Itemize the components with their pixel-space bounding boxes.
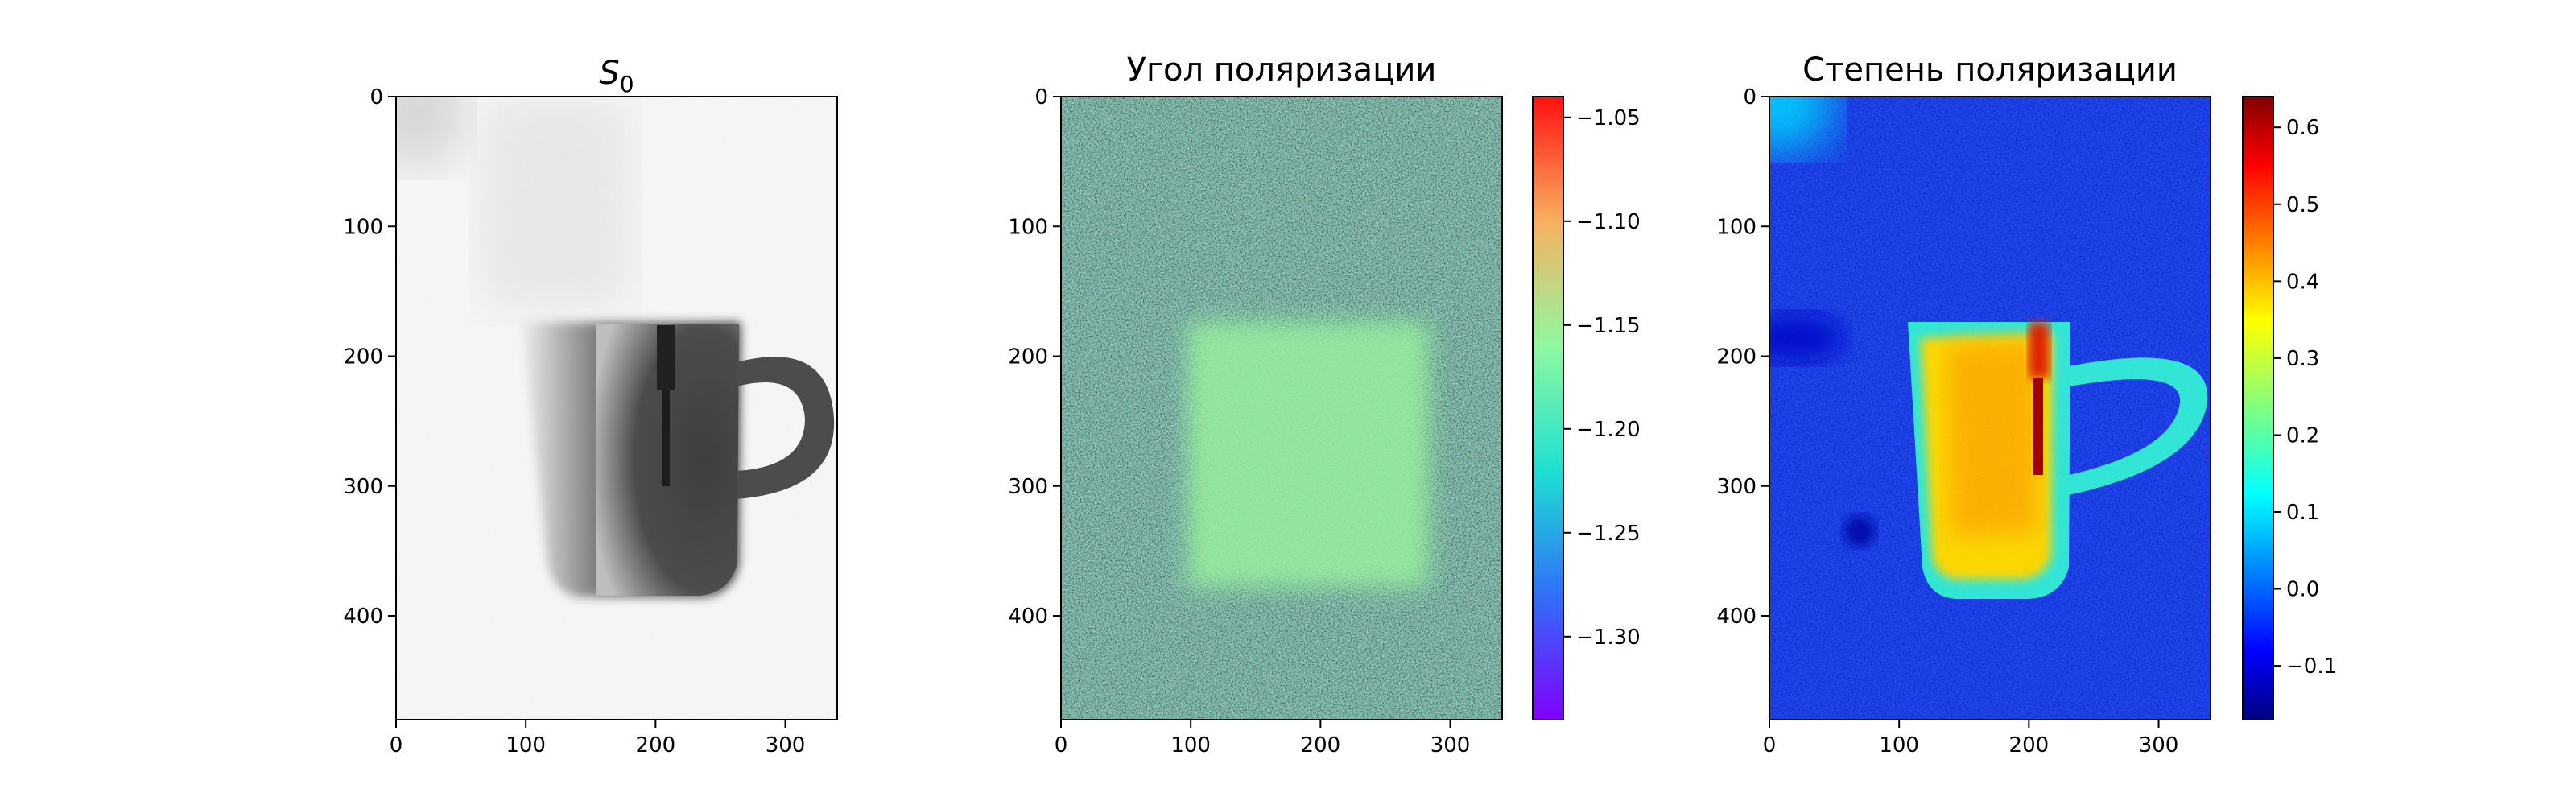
axes-frame-s0: [395, 96, 838, 720]
image-s0: [396, 97, 837, 720]
panel-degree: Степень поляризации 0 100 200 300 0 100 200 30…: [1716, 52, 2337, 758]
y-tick-label: 300: [343, 475, 383, 499]
title-s0-subscript: 0: [620, 71, 634, 97]
x-tick-label: 200: [2009, 733, 2050, 758]
colorbar-ticks-angle: −1.05 −1.10 −1.15 −1.20 −1.25 −1.30: [1563, 106, 1641, 650]
x-tick-label: 200: [1301, 733, 1341, 758]
panel-title-degree: Степень поляризации: [1802, 52, 2178, 89]
colorbar-tick-label: 0.4: [2286, 270, 2319, 294]
x-ticks-s0: 0 100 200 300: [390, 720, 806, 758]
axes-frame-degree: [1769, 96, 2211, 720]
colorbar-tick-label: −1.05: [1576, 106, 1641, 130]
x-tick-label: 0: [1763, 733, 1777, 758]
y-tick-label: 100: [1008, 215, 1048, 239]
colorbar-tick-label: −0.1: [2286, 654, 2337, 679]
x-tick-label: 0: [390, 733, 403, 758]
colorbar-tick-label: 0.0: [2286, 578, 2319, 602]
y-ticks-s0: 0 100 200 300 400: [343, 85, 396, 629]
x-tick-label: 200: [636, 733, 676, 758]
y-tick-label: 0: [369, 85, 383, 109]
y-ticks-angle: 0 100 200 300 400: [1008, 85, 1061, 629]
colorbar-tick-label: 0.1: [2286, 501, 2319, 525]
colorbar-tick-label: −1.20: [1576, 418, 1641, 442]
y-tick-label: 200: [343, 345, 383, 369]
x-ticks-angle: 0 100 200 300: [1055, 720, 1471, 758]
colorbar-tick-label: −1.25: [1576, 522, 1641, 546]
y-tick-label: 200: [1008, 345, 1048, 369]
colorbar-tick-label: −1.10: [1576, 210, 1641, 234]
y-tick-label: 400: [343, 605, 383, 629]
x-tick-label: 300: [1430, 733, 1471, 758]
x-tick-label: 100: [506, 733, 546, 758]
y-tick-label: 100: [343, 215, 383, 239]
colorbar-tick-label: −1.30: [1576, 625, 1641, 650]
y-tick-label: 300: [1008, 475, 1048, 499]
panel-angle: Угол поляризации 0 100 200 300 0 100 200 300 40…: [1008, 52, 1640, 758]
colorbar-tick-label: 0.2: [2286, 423, 2319, 448]
colorbar-degree: [2242, 96, 2274, 720]
y-tick-label: 100: [1716, 215, 1757, 239]
panel-title-angle: Угол поляризации: [1127, 52, 1437, 89]
x-tick-label: 0: [1055, 733, 1068, 758]
axes-frame-angle: [1060, 96, 1503, 720]
title-s0-main: S: [599, 55, 619, 92]
y-tick-label: 0: [1034, 85, 1048, 109]
x-tick-label: 300: [766, 733, 806, 758]
y-tick-label: 400: [1716, 605, 1757, 629]
x-tick-label: 300: [2139, 733, 2179, 758]
y-tick-label: 300: [1716, 475, 1757, 499]
colorbar-tick-label: 0.3: [2286, 347, 2319, 371]
colorbar-tick-label: −1.15: [1576, 314, 1641, 338]
y-ticks-degree: 0 100 200 300 400: [1716, 85, 1769, 629]
image-degree: [1769, 97, 2211, 720]
y-tick-label: 200: [1716, 345, 1757, 369]
y-tick-label: 400: [1008, 605, 1048, 629]
x-tick-label: 100: [1170, 733, 1211, 758]
x-ticks-degree: 0 100 200 300: [1763, 720, 2179, 758]
colorbar-angle: [1532, 96, 1564, 720]
colorbar-ticks-degree: 0.6 0.5 0.4 0.3 0.2 0.1 0.0 −0.1: [2273, 116, 2337, 679]
panel-title-s0: S0: [599, 55, 634, 97]
colorbar-tick-label: 0.5: [2286, 193, 2319, 217]
colorbar-tick-label: 0.6: [2286, 116, 2319, 140]
image-angle: [1061, 97, 1502, 720]
x-tick-label: 100: [1879, 733, 1919, 758]
y-tick-label: 0: [1743, 85, 1757, 109]
